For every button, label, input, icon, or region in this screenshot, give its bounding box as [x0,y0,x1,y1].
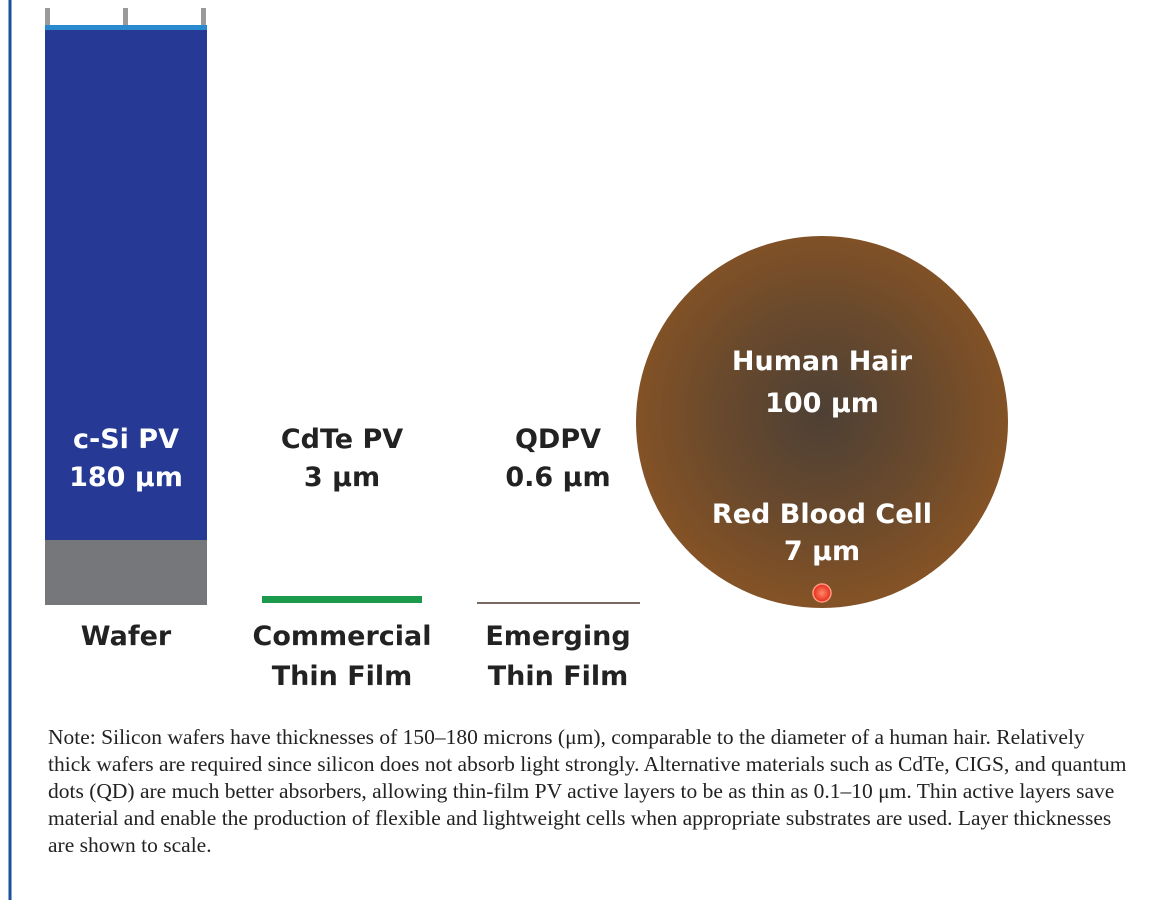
category: Thin Film [271,661,413,692]
human-hair [636,236,1008,608]
wafer-layer [45,25,207,541]
qdpv-layer [477,602,640,604]
category: Thin Film [487,661,629,692]
wafer-base [45,540,207,605]
cell-name: Red Blood Cell [711,499,933,530]
item-thickness: 180 μm [69,462,183,493]
wafer-top [45,25,207,30]
red-blood-cell [812,583,832,603]
category: Emerging [485,621,631,652]
item-name: c-Si PV [73,424,179,455]
wafer-tick [123,8,128,26]
item-thickness: 3 μm [303,462,381,493]
note: Note: Silicon wafers have thicknesses of… [48,725,1127,857]
cell-size: 7 μm [783,536,861,567]
cdte-layer [262,596,422,603]
category: Wafer [80,621,172,652]
hair-name: Human Hair [731,346,913,377]
item-name: CdTe PV [280,424,404,455]
wafer-tick [45,8,50,26]
item-name: QDPV [514,424,602,455]
item-thickness: 0.6 μm [505,462,611,493]
category: Commercial [252,621,432,652]
hair-size: 100 μm [765,388,879,419]
wafer-tick [201,8,206,26]
